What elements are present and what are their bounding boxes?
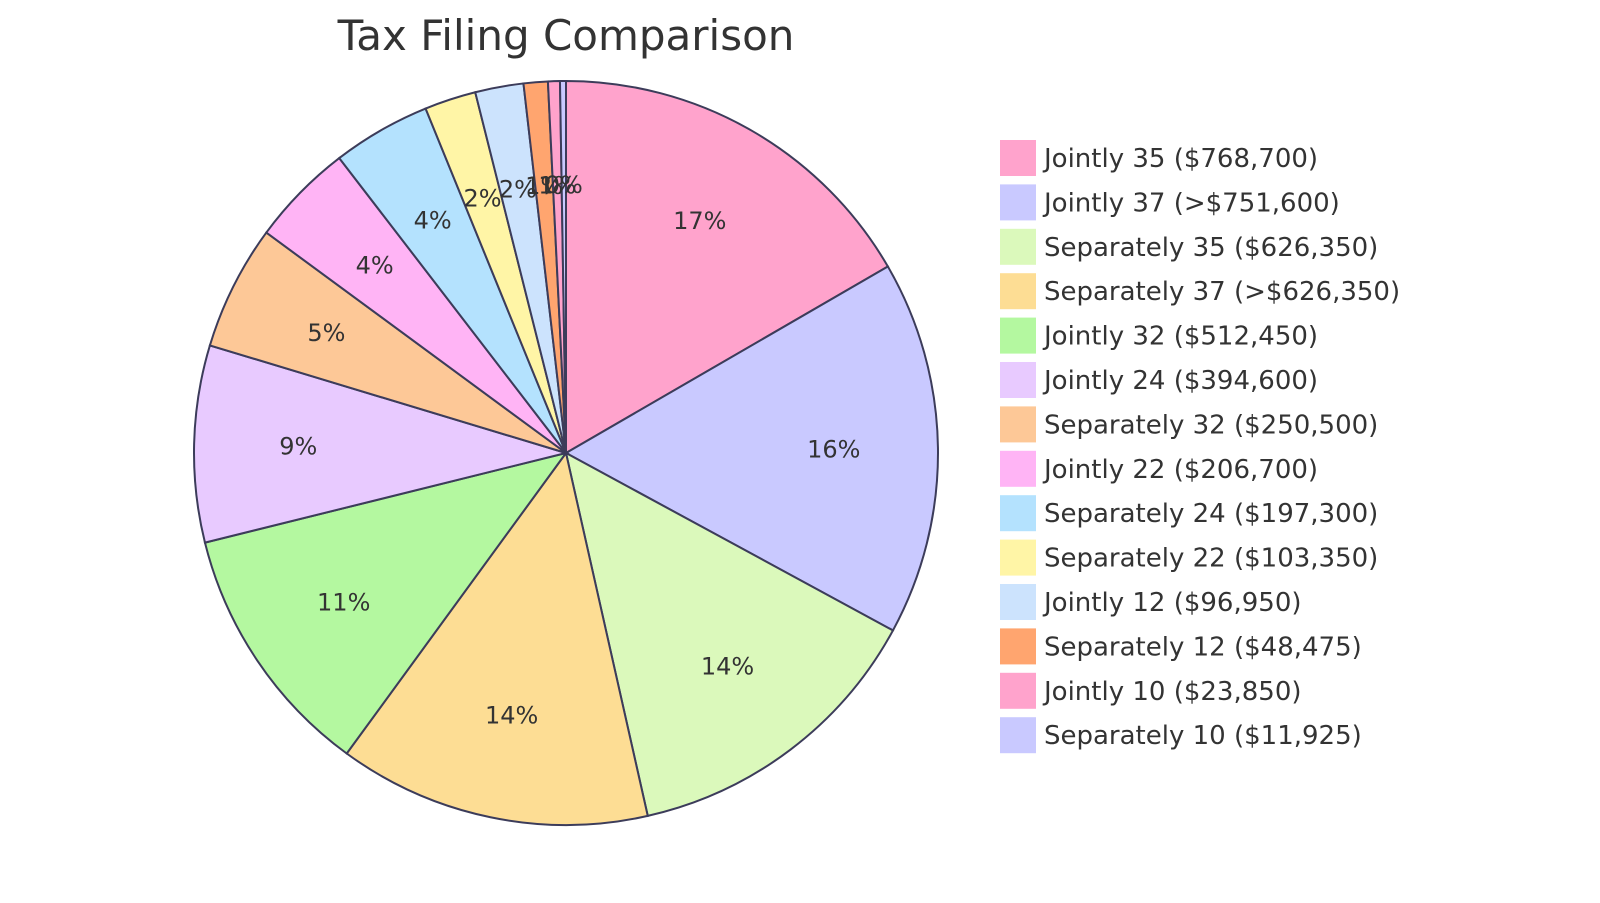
slice-percent-label-4: 14% (485, 701, 538, 729)
legend-swatch-9 (1000, 495, 1036, 532)
legend-label-8: Jointly 22 ($206,700) (1042, 455, 1318, 485)
slice-percent-label-12: 1% (525, 172, 563, 200)
slice-percent-label-3: 14% (701, 653, 754, 681)
legend-label-12: Separately 12 ($48,475) (1044, 632, 1362, 662)
slice-percent-label-1: 17% (673, 207, 726, 235)
legend-swatch-14 (1000, 717, 1036, 754)
pie-slices (193, 79, 939, 826)
legend-swatch-8 (1000, 450, 1036, 487)
slice-percent-label-6: 9% (279, 432, 317, 460)
legend-swatch-11 (1000, 584, 1036, 620)
slice-percent-label-13: 1% (538, 171, 576, 199)
legend-swatch-6 (1000, 362, 1036, 398)
legend-label-14: Separately 10 ($11,925) (1044, 721, 1362, 751)
pie-slice-5 (203, 451, 569, 755)
slice-percent-label-5: 11% (317, 588, 370, 616)
legend-swatch-2 (1000, 184, 1036, 221)
pie-slice-1 (565, 79, 890, 455)
legend-label-10: Separately 22 ($103,350) (1044, 544, 1378, 574)
chart-title: Tax Filing Comparison (337, 11, 795, 60)
legend-label-5: Jointly 32 ($512,450) (1042, 322, 1318, 352)
legend-swatch-12 (1000, 628, 1036, 665)
pie-slice-6 (193, 344, 570, 544)
slice-percent-label-9: 4% (414, 207, 452, 235)
pie-slice-2 (563, 265, 939, 632)
legend-swatch-3 (1000, 228, 1036, 265)
legend-swatch-5 (1000, 317, 1036, 354)
pie-slice-4 (345, 450, 649, 826)
pie-slice-labels: 17%16%14%14%11%9%5%4%4%2%2%1%1%0% (279, 171, 860, 729)
legend-swatch-7 (1000, 406, 1036, 443)
slice-percent-label-8: 4% (356, 252, 394, 280)
slice-percent-label-10: 2% (464, 184, 502, 212)
slice-percent-label-11: 2% (499, 176, 537, 204)
legend-swatch-4 (1000, 273, 1036, 310)
legend-label-2: Jointly 37 (>$751,600) (1042, 188, 1340, 218)
pie-slice-14 (558, 79, 567, 454)
slice-percent-label-7: 5% (307, 319, 345, 347)
legend-label-4: Separately 37 (>$626,350) (1044, 277, 1400, 307)
legend-label-3: Separately 35 ($626,350) (1044, 233, 1378, 263)
legend: Jointly 35 ($768,700) Jointly 37 (>$751,6… (1000, 140, 1400, 754)
slice-percent-label-2: 16% (807, 435, 860, 463)
pie-slice-3 (564, 451, 895, 818)
legend-label-6: Jointly 24 ($394,600) (1042, 366, 1318, 396)
slice-percent-label-14: 0% (545, 171, 583, 199)
legend-label-1: Jointly 35 ($768,700) (1042, 144, 1318, 174)
legend-swatch-13 (1000, 672, 1036, 709)
legend-label-13: Jointly 10 ($23,850) (1042, 677, 1302, 707)
legend-label-11: Jointly 12 ($96,950) (1042, 588, 1302, 618)
legend-swatch-1 (1000, 140, 1036, 176)
legend-label-7: Separately 32 ($250,500) (1044, 410, 1378, 440)
legend-swatch-10 (1000, 539, 1036, 576)
legend-label-9: Separately 24 ($197,300) (1044, 499, 1378, 529)
